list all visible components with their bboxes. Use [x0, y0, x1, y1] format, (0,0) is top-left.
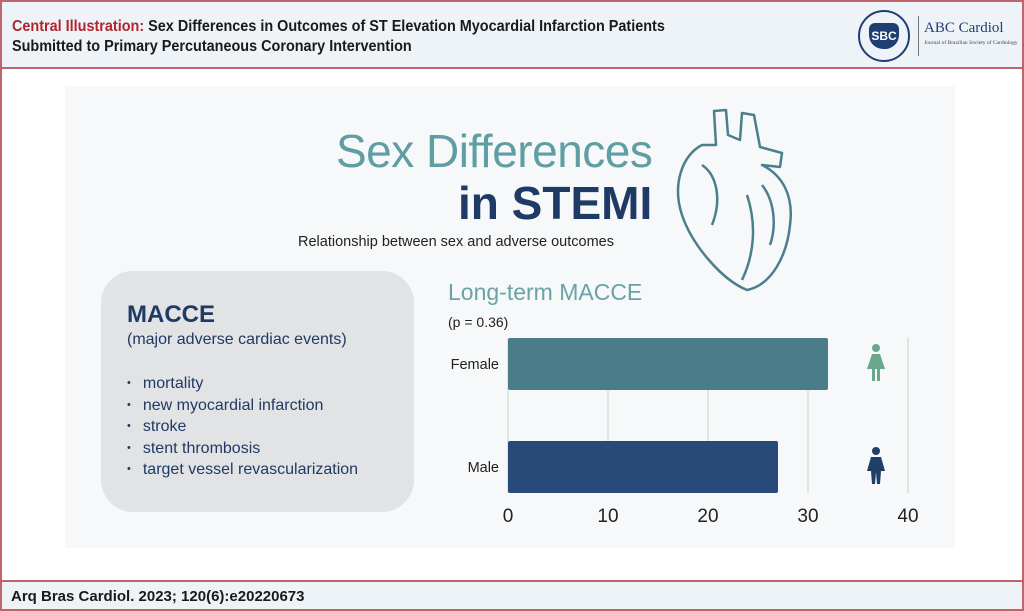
list-item: stent thrombosis [127, 438, 358, 460]
list-item: mortality [127, 373, 358, 395]
x-tick-label: 20 [697, 506, 718, 527]
journal-name: ABC Cardiol [924, 20, 1004, 36]
macce-list: mortality new myocardial infarction stro… [127, 373, 358, 481]
macce-definition-card: MACCE (major adverse cardiac events) mor… [101, 271, 414, 512]
figure-title: Central Illustration: Sex Differences in… [12, 18, 665, 55]
x-tick-label: 10 [597, 506, 618, 527]
list-item: stroke [127, 416, 358, 438]
illustration-title: Sex Differences [336, 125, 653, 177]
macce-subtitle: (major adverse cardiac events) [127, 331, 347, 348]
chart-title: Long-term MACCE [448, 279, 643, 305]
macce-title: MACCE [127, 301, 215, 328]
bar-male [508, 441, 778, 493]
illustration-title-bold: in STEMI [458, 177, 653, 229]
bar-female [508, 338, 828, 390]
x-tick-label: 40 [897, 506, 918, 527]
list-item: new myocardial infarction [127, 395, 358, 417]
category-label: Female [451, 357, 499, 373]
p-value: (p = 0.36) [448, 314, 509, 330]
sbc-logo: SBC [858, 10, 910, 62]
illustration-subtitle: Relationship between sex and adverse out… [298, 234, 614, 250]
heart-icon [676, 108, 793, 292]
female-icon [867, 344, 885, 381]
category-label: Male [468, 460, 499, 476]
x-tick-label: 30 [797, 506, 818, 527]
x-tick-label: 0 [503, 506, 514, 527]
list-item: target vessel revascularization [127, 459, 358, 481]
footer: Arq Bras Cardiol. 2023; 120(6):e20220673 [0, 580, 1024, 611]
citation: Arq Bras Cardiol. 2023; 120(6):e20220673 [11, 588, 305, 605]
journal-subtitle: Journal of Brazilian Society of Cardiolo… [924, 40, 1018, 46]
divider [918, 16, 919, 56]
male-icon [867, 447, 885, 484]
header: Central Illustration: Sex Differences in… [0, 0, 1024, 69]
